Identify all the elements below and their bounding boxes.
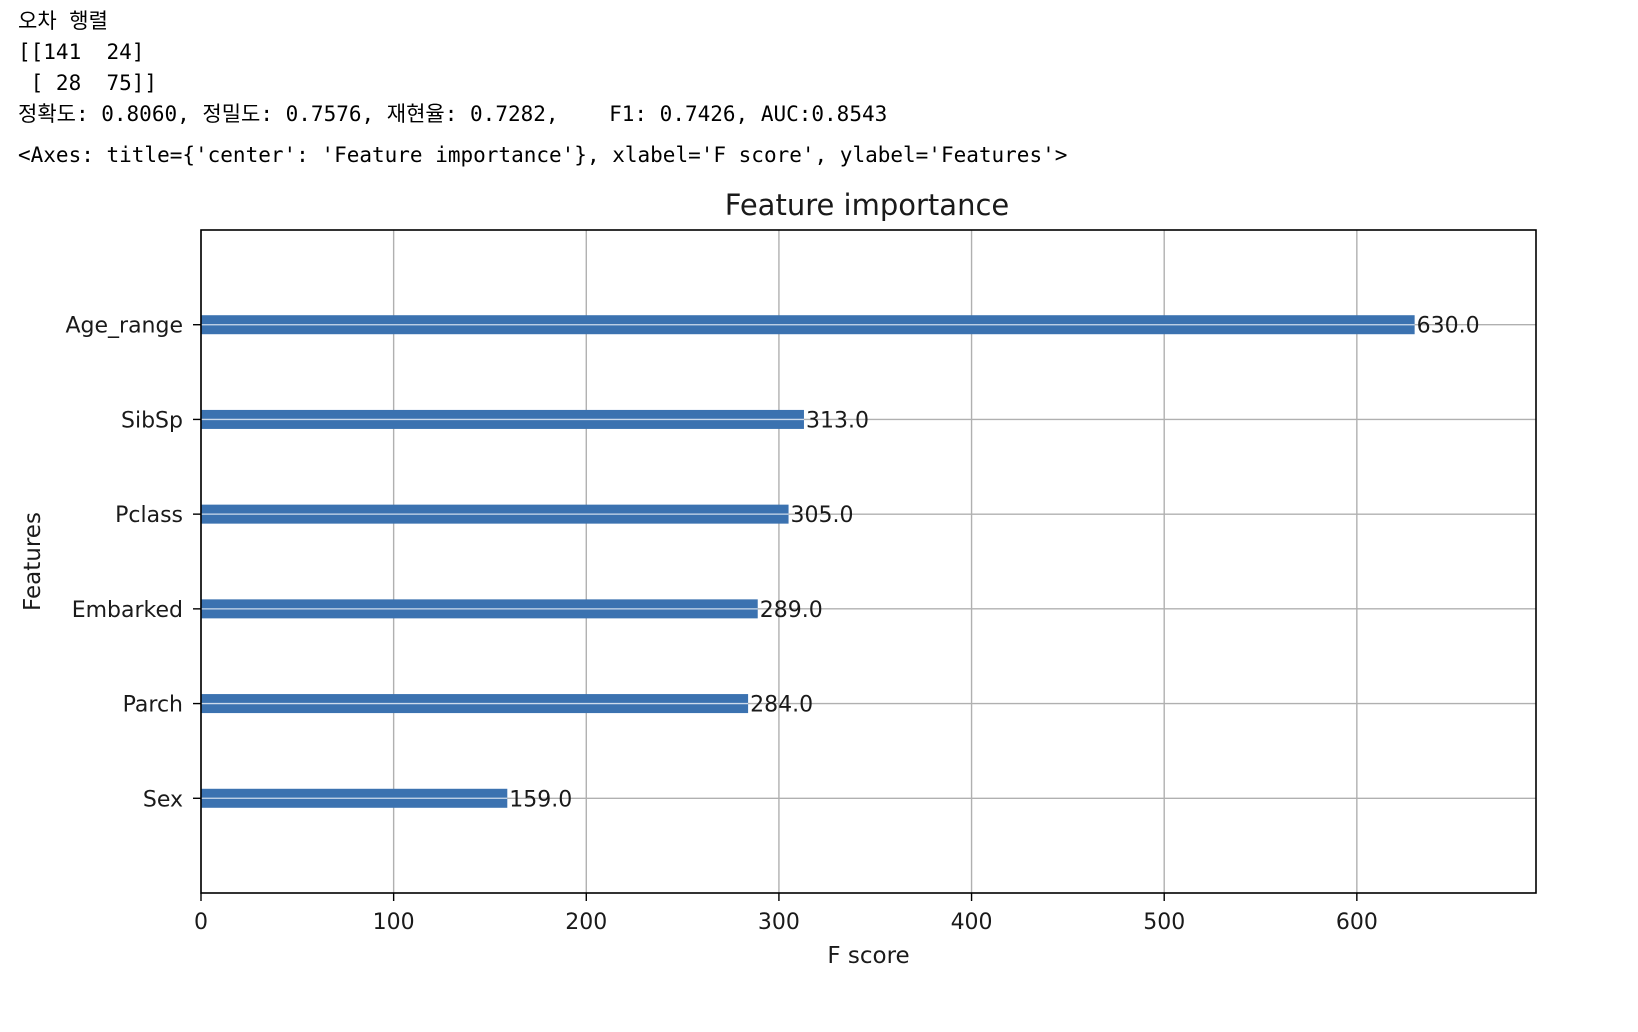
bar-value-label: 630.0 xyxy=(1417,314,1480,339)
bar-value-label: 305.0 xyxy=(791,503,854,528)
output-label-confusion-matrix: 오차 행렬 xyxy=(18,9,108,33)
feature-importance-chart: 630.0 313.0 305.0 289.0 284.0 159.0 0 100 200 30… xyxy=(20,190,1537,969)
output-matrix-row-2: [ 28 75]] xyxy=(18,71,158,95)
y-tick-label: SibSp xyxy=(121,408,183,433)
cell-output: 오차 행렬 [[141 24] [ 28 75]] 정확도: 0.8060, 정… xyxy=(18,6,887,130)
y-tick-label: Age_range xyxy=(65,314,183,339)
x-axis-label: F score xyxy=(827,943,909,969)
x-tick-label: 600 xyxy=(1336,910,1378,935)
tick-layer: 0 100 200 300 400 500 600 Age_range SibSp Pclass E… xyxy=(65,314,1377,935)
bar-value-label: 284.0 xyxy=(750,693,813,718)
x-tick-label: 200 xyxy=(565,910,607,935)
output-matrix-row-1: [[141 24] xyxy=(18,40,145,64)
x-tick-label: 300 xyxy=(758,910,800,935)
y-tick-label: Parch xyxy=(123,693,183,718)
y-tick-label: Pclass xyxy=(115,503,183,528)
bar-layer: 630.0 313.0 305.0 289.0 284.0 159.0 xyxy=(201,314,1480,812)
y-tick-label: Embarked xyxy=(72,598,183,623)
x-tick-label: 500 xyxy=(1143,910,1185,935)
x-tick-label: 0 xyxy=(194,910,208,935)
bar-value-label: 159.0 xyxy=(509,787,572,812)
plot-frame xyxy=(200,229,1537,894)
x-tick-label: 400 xyxy=(951,910,993,935)
output-metrics: 정확도: 0.8060, 정밀도: 0.7576, 재현율: 0.7282, F… xyxy=(18,102,888,126)
y-tick-label: Sex xyxy=(143,787,183,812)
bar-value-label: 289.0 xyxy=(760,598,823,623)
axes-repr-output: <Axes: title={'center': 'Feature importa… xyxy=(18,143,1068,167)
y-axis-label: Features xyxy=(20,512,46,611)
bar-value-label: 313.0 xyxy=(806,408,869,433)
x-tick-label: 100 xyxy=(373,910,415,935)
chart-title: Feature importance xyxy=(725,190,1010,222)
